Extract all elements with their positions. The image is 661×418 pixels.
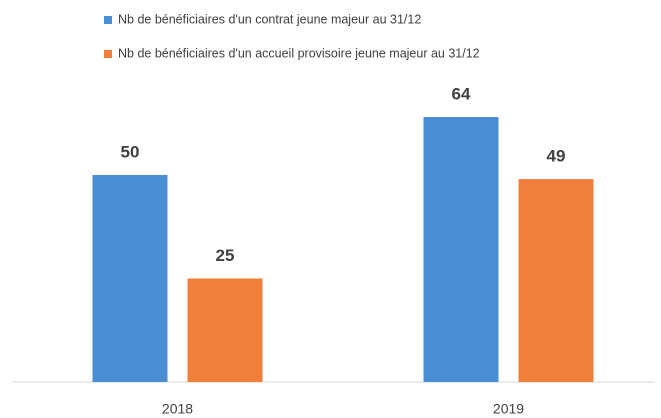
data-label: 25	[216, 246, 235, 265]
legend-swatch	[104, 50, 112, 58]
x-tick-label: 2018	[162, 401, 193, 417]
data-label: 49	[547, 147, 566, 166]
bar	[518, 179, 594, 382]
legend-label: Nb de bénéficiaires d'un accueil proviso…	[118, 46, 480, 60]
bar	[423, 117, 499, 382]
bar	[92, 174, 168, 382]
x-tick-label: 2019	[493, 401, 524, 417]
data-label: 50	[121, 142, 140, 161]
bar	[187, 278, 263, 382]
legend-label: Nb de bénéficiaires d'un contrat jeune m…	[118, 12, 421, 26]
data-label: 64	[452, 84, 471, 103]
legend-swatch	[104, 16, 112, 24]
